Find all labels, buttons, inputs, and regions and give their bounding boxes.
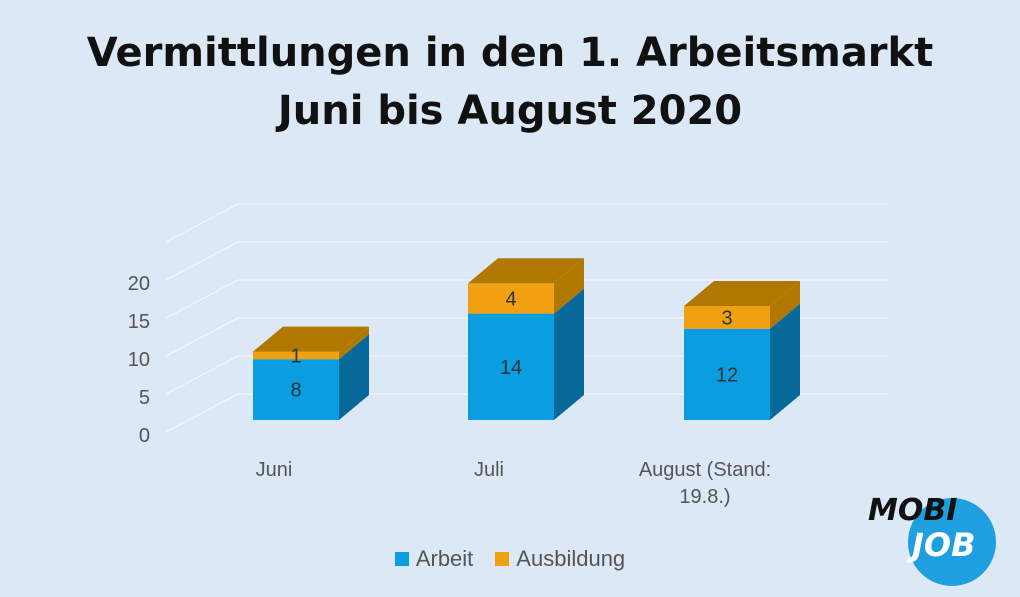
y-tick-label: 20 [128,273,150,295]
legend-swatch-ausbildung [495,552,510,566]
gridline-depth [165,279,239,319]
legend-label-arbeit: Arbeit [415,546,474,571]
legend: Arbeit Ausbildung [0,546,1020,572]
legend-item-arbeit: Arbeit [394,546,474,572]
gridline-depth [165,393,239,433]
bar-arbeit [684,328,770,420]
bar-arbeit [468,313,554,420]
bar-side-ausbildung [339,326,369,360]
title-line-1: Vermittlungen in den 1. Arbeitsmarkt [86,30,934,76]
legend-item-ausbildung: Ausbildung [495,546,625,572]
y-tick-label: 5 [139,387,150,409]
x-category-label: 19.8.) [679,486,730,508]
bar-side-arbeit [339,334,369,420]
gridline-depth [165,203,239,243]
legend-label-ausbildung: Ausbildung [516,546,626,571]
gridline-depth [165,355,239,395]
bar-ausbildung [684,306,770,329]
legend-swatch-arbeit [394,552,409,566]
x-category-label: Juni [256,459,293,481]
bar-side-arbeit [770,303,800,420]
bar-side-ausbildung [770,281,800,329]
bar-side-ausbildung [554,258,584,314]
chart-title: Vermittlungen in den 1. Arbeitsmarkt Jun… [0,24,1020,140]
logo-text-mobi: MOBI [868,493,957,528]
bar-top [468,258,584,284]
y-tick-label: 10 [128,349,150,371]
data-label: 1 [290,345,301,367]
logo-circle [908,498,996,586]
data-label: 3 [721,307,732,329]
mobijob-logo: MOBI JOB [868,493,996,586]
bar-top [684,281,800,306]
gridline-depth [165,241,239,281]
logo-text-job: JOB [906,526,976,564]
gridline-depth [165,317,239,357]
bar-ausbildung [253,351,339,360]
x-category-label: August (Stand: [639,459,771,481]
data-label: 8 [290,380,301,402]
bar-ausbildung [468,283,554,314]
bar-arbeit [253,359,339,420]
data-label: 14 [500,357,522,379]
data-label: 12 [716,364,738,386]
title-line-2: Juni bis August 2020 [277,88,743,134]
y-tick-label: 15 [128,311,150,333]
data-label: 4 [505,288,516,310]
y-tick-label: 0 [139,425,150,447]
bar-top [253,326,369,352]
bar-side-arbeit [554,288,584,420]
x-category-label: Juli [474,459,504,481]
